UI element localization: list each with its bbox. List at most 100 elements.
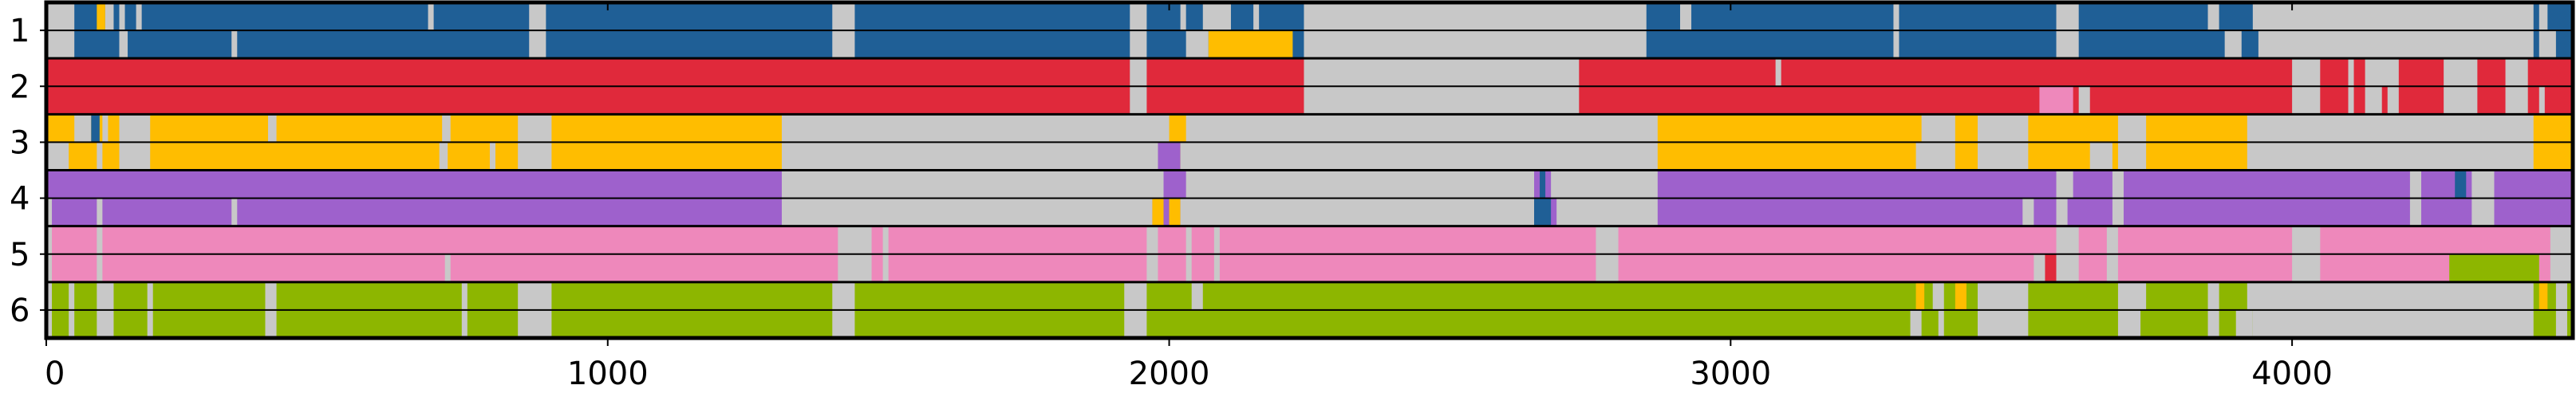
segment-gray xyxy=(781,170,1164,198)
segment-gray xyxy=(2444,58,2478,87)
segment-gray xyxy=(267,114,277,143)
segment-yellow xyxy=(1152,198,1164,226)
segment-red xyxy=(2045,253,2057,282)
segment-gray xyxy=(2292,253,2321,282)
segment-gray xyxy=(2247,142,2534,171)
segment-gray xyxy=(97,253,103,282)
plot-frame xyxy=(44,0,2575,340)
segment-yellow xyxy=(1169,198,1181,226)
segment-gray xyxy=(2555,309,2567,338)
segment-gray xyxy=(2409,170,2421,198)
segment-gray xyxy=(832,30,855,59)
segment-gray xyxy=(46,142,69,171)
segment-gray xyxy=(2207,309,2219,338)
segment-gray xyxy=(1130,30,1147,59)
segment-gray xyxy=(1893,30,1899,59)
segment-gray xyxy=(518,142,552,171)
segment-gray xyxy=(97,281,114,310)
segment-gray xyxy=(147,281,153,310)
segment-gray xyxy=(2348,86,2354,115)
segment-gray xyxy=(147,309,153,338)
segment-gray xyxy=(2252,2,2534,31)
segment-gray xyxy=(1202,2,1231,31)
segment-gray xyxy=(832,281,855,310)
segment-gray xyxy=(838,253,872,282)
y-axis-ticks: 1 2 3 4 5 6 xyxy=(10,13,46,329)
segment-gray xyxy=(832,309,855,338)
x-axis-ticks: 0 1000 2000 3000 4000 xyxy=(45,2,2333,392)
x-tick-label: 2000 xyxy=(1129,356,1210,392)
segment-gray xyxy=(1253,2,1260,31)
segment-gray xyxy=(46,30,75,59)
segment-gray xyxy=(1679,2,1692,31)
segment-gray xyxy=(2056,170,2073,198)
segment-gray xyxy=(1180,142,1658,171)
x-tick-label: 4000 xyxy=(2251,356,2333,392)
segment-gray xyxy=(46,226,53,254)
segment-blue xyxy=(91,114,100,143)
segment-gray xyxy=(1130,86,1147,115)
segment-gray xyxy=(1556,198,1658,226)
segment-gray xyxy=(1915,142,1955,171)
segment-gray xyxy=(2348,58,2354,87)
segment-gray xyxy=(2235,309,2253,338)
segment-gray xyxy=(2292,226,2321,254)
segment-gray xyxy=(1304,2,1647,31)
segment-gray xyxy=(1180,198,1535,226)
segment-gray xyxy=(265,281,277,310)
segment-gray xyxy=(1938,309,1944,338)
row-separators xyxy=(46,29,2573,311)
segment-gray xyxy=(46,309,53,338)
segment-gray xyxy=(838,226,872,254)
segment-gray xyxy=(2550,226,2573,254)
segment-gray xyxy=(69,309,75,338)
segment-gray xyxy=(781,142,1158,171)
segment-gray xyxy=(2365,86,2382,115)
segment-gray xyxy=(461,309,467,338)
segment-gray xyxy=(2471,198,2495,226)
segment-gray xyxy=(1180,2,1186,31)
segment-gray xyxy=(518,114,552,143)
segment-gray xyxy=(2056,226,2079,254)
segment-gray xyxy=(1185,170,1535,198)
segment-gray xyxy=(1146,226,1158,254)
segment-gray xyxy=(1596,226,1619,254)
segment-gray xyxy=(2207,2,2219,31)
segment-gray xyxy=(781,114,1170,143)
segment-gray xyxy=(1551,170,1658,198)
segment-gray xyxy=(461,281,467,310)
segment-gray xyxy=(2539,2,2548,31)
segment-gray xyxy=(2056,253,2079,282)
segment-gray xyxy=(781,198,1153,226)
segment-gray xyxy=(46,281,53,310)
segment-gray xyxy=(518,281,552,310)
segment-gray xyxy=(832,2,855,31)
segment-gray xyxy=(2117,309,2141,338)
y-tick-label: 3 xyxy=(10,124,30,161)
segment-gray xyxy=(1977,309,2029,338)
segment-gray xyxy=(2505,58,2528,87)
segment-blue xyxy=(1540,170,1546,198)
segment-gray xyxy=(2247,281,2534,310)
segment-gray xyxy=(46,2,75,31)
y-tick-label: 1 xyxy=(10,13,30,49)
segment-gray xyxy=(1185,253,1192,282)
segment-gray xyxy=(2539,30,2556,59)
segment-gray xyxy=(231,198,238,226)
segment-gray xyxy=(1977,114,2029,143)
y-tick-label: 2 xyxy=(10,69,30,105)
segment-gray xyxy=(882,226,889,254)
segment-gray xyxy=(2258,30,2534,59)
segment-gray xyxy=(2252,309,2534,338)
track-base-row5-t2 xyxy=(46,253,2573,282)
segment-gray xyxy=(2056,2,2079,31)
segment-blue xyxy=(2455,170,2467,198)
segment-yellow xyxy=(2539,281,2548,310)
segment-gray xyxy=(442,114,451,143)
segment-gray xyxy=(97,226,103,254)
segment-gray xyxy=(518,309,552,338)
segment-gray xyxy=(2056,198,2068,226)
segment-gray xyxy=(1213,226,1220,254)
segment-gray xyxy=(2292,86,2321,115)
